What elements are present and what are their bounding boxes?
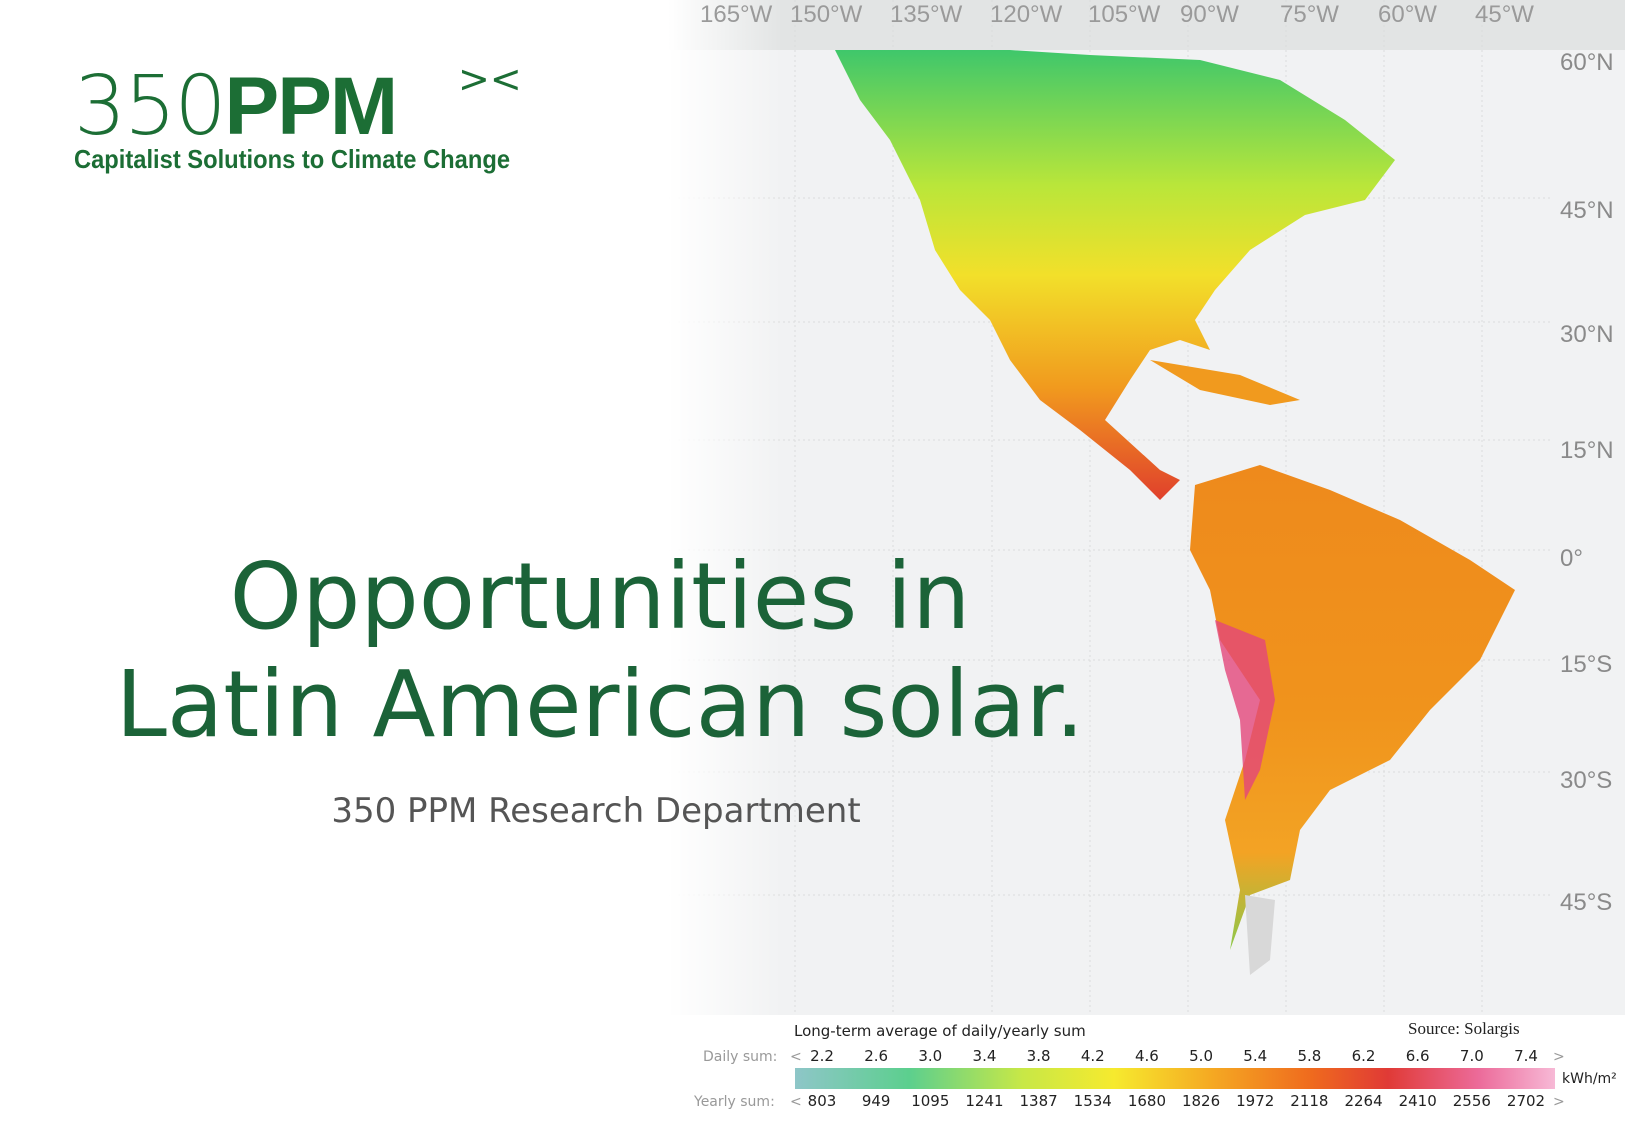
latitude-label: 45°S <box>1560 889 1612 916</box>
daily-value: 4.6 <box>1135 1047 1159 1065</box>
daily-value: 5.0 <box>1189 1047 1213 1065</box>
longitude-label: 60°W <box>1378 1 1437 28</box>
arrow: < <box>790 1049 802 1065</box>
yearly-value: 2702 <box>1507 1092 1545 1110</box>
yearly-value: 2556 <box>1453 1092 1491 1110</box>
daily-value: 3.0 <box>918 1047 942 1065</box>
yearly-value: 803 <box>808 1092 837 1110</box>
map-fade <box>668 0 1625 1015</box>
latitude-label: 60°N <box>1560 49 1614 76</box>
yearly-label: Yearly sum: <box>693 1094 775 1110</box>
longitude-label: 105°W <box>1088 1 1161 28</box>
daily-value: 6.6 <box>1406 1047 1430 1065</box>
longitude-label: 135°W <box>890 1 963 28</box>
latitude-label: 0° <box>1560 545 1583 572</box>
unit: kWh/m² <box>1562 1071 1617 1087</box>
daily-value: 3.8 <box>1027 1047 1051 1065</box>
arrow: > <box>1553 1049 1565 1065</box>
daily-value: 3.4 <box>973 1047 997 1065</box>
daily-value: 5.4 <box>1243 1047 1267 1065</box>
longitude-label: 150°W <box>790 1 863 28</box>
logo-number: 350PPM <box>74 59 396 154</box>
yearly-value: 2118 <box>1290 1092 1328 1110</box>
latitude-labels: 60°N 45°N 30°N 15°N 0° 15°S 30°S 45°S <box>1560 49 1614 916</box>
daily-value: 7.0 <box>1460 1047 1484 1065</box>
yearly-value: 1095 <box>911 1092 949 1110</box>
yearly-value: 1534 <box>1074 1092 1112 1110</box>
yearly-value: 1680 <box>1128 1092 1166 1110</box>
latitude-label: 15°S <box>1560 651 1612 678</box>
color-bar <box>795 1068 1555 1089</box>
title-line: Opportunities in <box>230 543 971 650</box>
longitude-label: 45°W <box>1475 1 1534 28</box>
yearly-value: 1241 <box>965 1092 1003 1110</box>
logo-tagline: Capitalist Solutions to Climate Change <box>74 144 510 174</box>
latitude-label: 45°N <box>1560 197 1614 224</box>
daily-value: 4.2 <box>1081 1047 1105 1065</box>
latitude-label: 15°N <box>1560 437 1614 464</box>
legend-caption: Long-term average of daily/yearly sum <box>794 1022 1086 1040</box>
yearly-value: 2410 <box>1399 1092 1437 1110</box>
longitude-label: 165°W <box>700 1 773 28</box>
yearly-value: 949 <box>862 1092 891 1110</box>
subtitle: 350 PPM Research Department <box>331 791 860 831</box>
daily-value: 5.8 <box>1297 1047 1321 1065</box>
yearly-value: 1826 <box>1182 1092 1220 1110</box>
source: Source: Solargis <box>1408 1019 1520 1038</box>
latitude-label: 30°S <box>1560 767 1612 794</box>
longitude-label: 120°W <box>990 1 1063 28</box>
yearly-value: 1972 <box>1236 1092 1274 1110</box>
longitude-label: 75°W <box>1280 1 1339 28</box>
daily-value: 2.2 <box>810 1047 834 1065</box>
daily-value: 7.4 <box>1514 1047 1538 1065</box>
longitude-label: 90°W <box>1180 1 1239 28</box>
logo-mark: >< <box>458 57 522 101</box>
legend-values: 2.2 2.6 3.0 3.4 3.8 4.2 4.6 5.0 5.4 5.8 6.2 6.6 7.0 7… <box>808 1047 1545 1110</box>
daily-label: Daily sum: <box>703 1049 777 1065</box>
daily-value: 2.6 <box>864 1047 888 1065</box>
arrow: > <box>1553 1094 1565 1110</box>
title-line: Latin American solar. <box>116 651 1085 758</box>
yearly-value: 1387 <box>1020 1092 1058 1110</box>
yearly-value: 2264 <box>1344 1092 1382 1110</box>
daily-value: 6.2 <box>1352 1047 1376 1065</box>
arrow: < <box>790 1094 802 1110</box>
latitude-label: 30°N <box>1560 321 1614 348</box>
longitude-labels: 165°W 150°W 135°W 120°W 105°W 90°W 75°W 60°W 45°… <box>700 1 1534 28</box>
